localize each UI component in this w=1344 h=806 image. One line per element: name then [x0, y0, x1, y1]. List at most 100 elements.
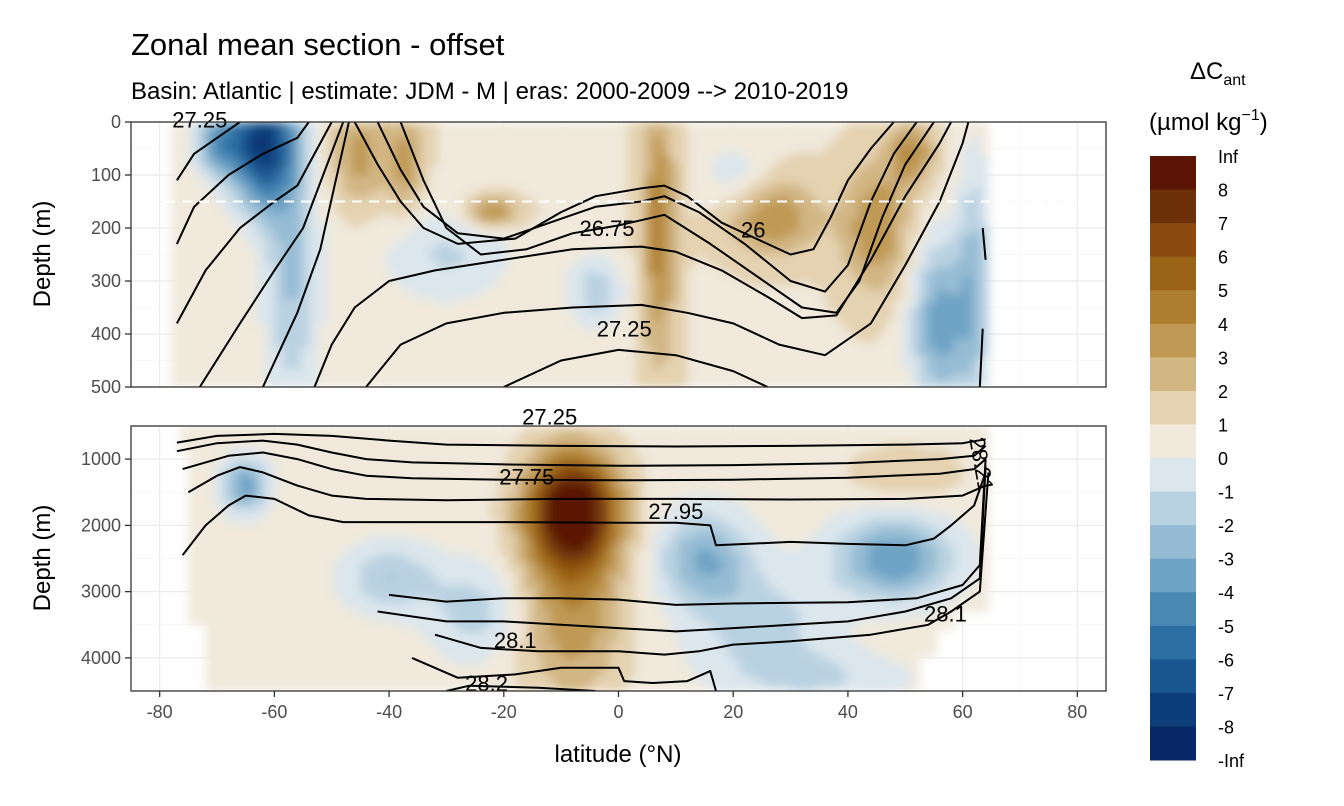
field-cell — [601, 179, 611, 185]
field-cell — [738, 311, 749, 317]
field-cell — [360, 298, 370, 304]
field-cell — [248, 139, 258, 145]
field-cell — [584, 161, 594, 167]
field-cell — [274, 298, 284, 304]
field-cell — [274, 272, 284, 278]
field-cell — [902, 179, 912, 185]
field-cell — [308, 236, 318, 242]
field-cell — [807, 161, 817, 167]
field-cell — [558, 258, 568, 264]
field-cell — [721, 148, 731, 154]
field-cell — [179, 179, 189, 185]
field-cell — [171, 298, 181, 304]
field-cell — [291, 342, 301, 348]
field-cell — [730, 126, 740, 132]
field-cell — [799, 250, 809, 256]
field-cell — [489, 263, 499, 269]
field-cell — [506, 223, 516, 229]
field-cell — [420, 276, 430, 282]
field-cell — [627, 192, 637, 198]
field-cell — [420, 294, 430, 300]
field-cell — [954, 170, 964, 176]
field-cell — [489, 298, 499, 304]
field-cell — [928, 281, 938, 287]
field-cell — [532, 170, 542, 176]
field-cell — [222, 228, 232, 234]
field-cell — [394, 152, 405, 158]
field-cell — [334, 334, 344, 340]
field-cell — [326, 289, 336, 295]
field-cell — [687, 298, 697, 304]
field-cell — [807, 289, 817, 295]
field-cell — [842, 201, 852, 207]
field-cell — [394, 338, 405, 344]
field-cell — [670, 228, 680, 234]
field-cell — [971, 228, 981, 234]
field-cell — [799, 329, 809, 335]
field-cell — [850, 197, 860, 203]
field-cell — [971, 192, 981, 198]
field-cell — [566, 245, 577, 251]
field-cell — [558, 130, 568, 136]
field-cell — [257, 179, 267, 185]
field-cell — [489, 192, 499, 198]
field-cell — [429, 139, 439, 145]
field-cell — [446, 325, 456, 331]
field-cell — [171, 183, 181, 189]
field-cell — [265, 166, 275, 172]
field-cell — [231, 170, 241, 176]
field-cell — [369, 183, 379, 189]
field-cell — [618, 325, 628, 331]
field-cell — [523, 183, 534, 189]
field-cell — [308, 258, 318, 264]
field-cell — [876, 197, 886, 203]
field-cell — [713, 329, 723, 335]
field-cell — [842, 214, 852, 220]
field-cell — [179, 285, 189, 291]
field-cell — [205, 311, 215, 317]
field-cell — [196, 170, 207, 176]
field-cell — [265, 170, 275, 176]
field-cell — [541, 338, 551, 344]
field-cell — [756, 135, 766, 141]
field-cell — [678, 285, 688, 291]
field-cell — [179, 148, 189, 154]
field-cell — [730, 223, 740, 229]
field-cell — [833, 183, 843, 189]
field-cell — [911, 272, 921, 278]
field-cell — [833, 245, 843, 251]
field-cell — [291, 126, 301, 132]
field-cell — [541, 294, 551, 300]
field-cell — [257, 175, 267, 181]
field-cell — [902, 338, 912, 344]
field-cell — [962, 166, 972, 172]
field-cell — [721, 347, 731, 353]
field-cell — [936, 201, 947, 207]
field-cell — [188, 250, 198, 256]
field-cell — [274, 307, 284, 313]
field-cell — [248, 148, 258, 154]
field-cell — [756, 316, 766, 322]
field-cell — [532, 281, 542, 287]
field-cell — [704, 183, 714, 189]
field-cell — [334, 258, 344, 264]
field-cell — [678, 236, 688, 242]
field-cell — [713, 219, 723, 225]
field-cell — [850, 148, 860, 154]
field-cell — [566, 241, 577, 247]
field-cell — [928, 148, 938, 154]
field-cell — [928, 170, 938, 176]
field-cell — [455, 161, 465, 167]
field-cell — [867, 329, 878, 335]
field-cell — [377, 210, 387, 216]
field-cell — [979, 223, 990, 229]
field-cell — [558, 263, 568, 269]
field-cell — [781, 214, 792, 220]
field-cell — [541, 170, 551, 176]
field-cell — [979, 307, 990, 313]
field-cell — [704, 267, 714, 273]
field-cell — [437, 254, 448, 260]
field-cell — [515, 214, 525, 220]
field-cell — [265, 214, 275, 220]
field-cell — [842, 316, 852, 322]
